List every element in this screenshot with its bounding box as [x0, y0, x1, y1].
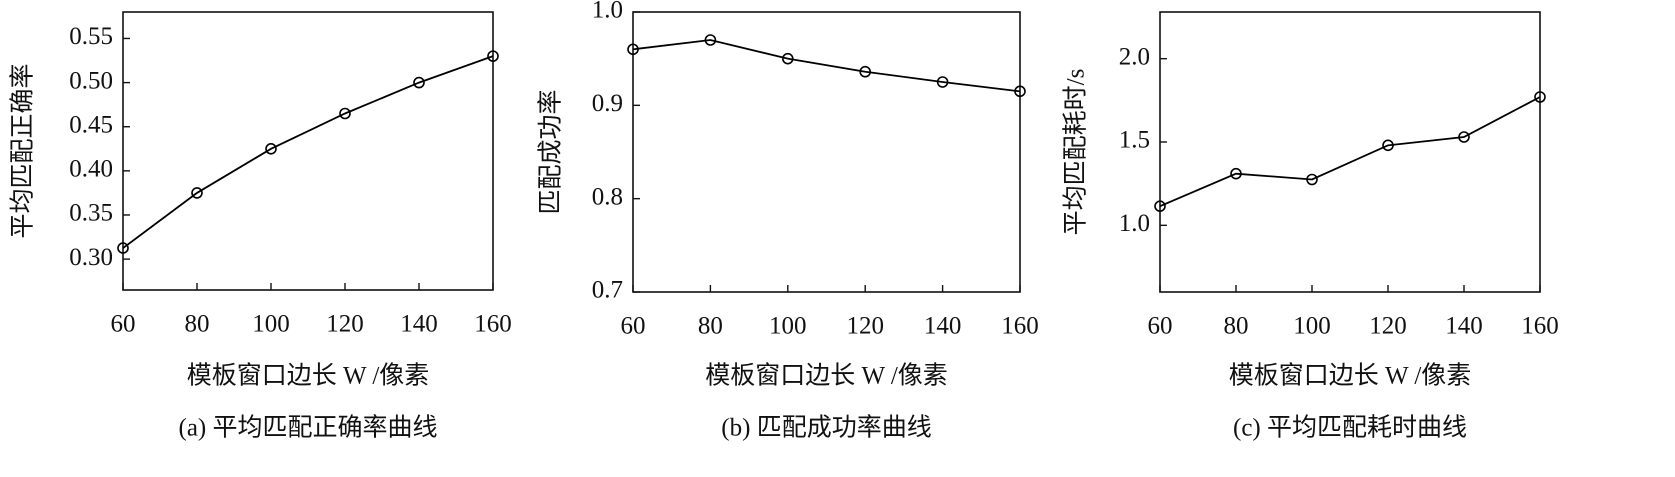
- subplot: 0.30 0.35 0.40 0.45 0.50 0.55 60 80 100 120 140 160…: [9, 11, 512, 442]
- x-tick-label: 140: [1445, 313, 1483, 340]
- data-line: [1159, 96, 1541, 207]
- plot-frame: [122, 11, 494, 291]
- plot-frame: [632, 11, 1021, 293]
- y-tick-label: 0.8: [592, 183, 623, 210]
- data-point: [859, 65, 872, 78]
- subplot: 0.7 0.8 0.9 1.0 60 80 100 120 140 160 匹配成功率模板窗口边长 …: [537, 0, 1039, 442]
- x-tick-label: 160: [1521, 313, 1559, 340]
- caption: (b) 匹配成功率曲线: [721, 414, 931, 442]
- subplot: 1.0 1.5 2.0 60 80 100 120 140 160 平均匹配耗时/s 模板窗口边长 …: [1062, 11, 1559, 442]
- data-point: [936, 76, 949, 88]
- data-point: [781, 52, 794, 65]
- x-tick-label: 100: [1293, 313, 1331, 340]
- data-point: [1382, 139, 1394, 152]
- y-tick-label: 0.35: [69, 200, 113, 227]
- data-line: [632, 39, 1021, 93]
- x-axis-label: 模板窗口边长 W /像素: [187, 362, 430, 390]
- data-point: [1306, 173, 1318, 186]
- x-tick-label: 120: [1369, 313, 1407, 340]
- data-point: [191, 187, 203, 199]
- y-tick-label: 0.45: [69, 111, 113, 138]
- caption: (a) 平均匹配正确率曲线: [179, 414, 438, 442]
- x-tick-label: 60: [621, 313, 646, 340]
- y-tick-label: 1.0: [592, 0, 623, 24]
- y-tick-label: 0.30: [69, 244, 113, 271]
- x-tick-label: 120: [846, 313, 884, 340]
- data-point: [1014, 85, 1026, 98]
- x-axis-label: 模板窗口边长 W /像素: [1229, 362, 1472, 390]
- data-point: [1154, 200, 1166, 212]
- x-tick-label: 160: [1001, 313, 1039, 340]
- x-axis-label: 模板窗口边长 W /像素: [705, 362, 948, 390]
- data-line: [122, 55, 494, 249]
- y-tick-label: 0.55: [69, 23, 113, 50]
- x-tick-label: 140: [400, 311, 438, 338]
- data-point: [1230, 167, 1242, 180]
- data-point: [339, 107, 351, 120]
- plot-frame: [1159, 11, 1541, 293]
- data-point: [1534, 91, 1546, 103]
- data-point: [487, 50, 499, 62]
- y-tick-label: 1.0: [1119, 210, 1150, 237]
- y-tick-label: 0.40: [69, 156, 113, 183]
- data-point: [265, 142, 277, 155]
- x-tick-label: 100: [769, 313, 807, 340]
- y-axis-label: 平均匹配耗时/s: [1062, 69, 1090, 236]
- x-tick-label: 60: [111, 311, 136, 338]
- y-tick-label: 0.9: [592, 90, 623, 117]
- x-tick-label: 80: [185, 311, 210, 338]
- x-tick-label: 160: [474, 311, 512, 338]
- data-point: [1458, 131, 1470, 143]
- x-tick-label: 80: [698, 313, 723, 340]
- x-tick-label: 60: [1148, 313, 1173, 340]
- y-tick-label: 0.7: [592, 277, 623, 304]
- data-point: [117, 242, 129, 254]
- x-tick-label: 140: [924, 313, 962, 340]
- x-tick-label: 120: [326, 311, 364, 338]
- data-point: [704, 34, 717, 46]
- y-tick-label: 2.0: [1119, 43, 1150, 70]
- x-tick-label: 100: [252, 311, 290, 338]
- data-point: [627, 43, 639, 56]
- y-axis-label: 平均匹配正确率: [9, 63, 37, 238]
- data-point: [413, 76, 425, 89]
- x-tick-label: 80: [1224, 313, 1249, 340]
- y-tick-label: 0.50: [69, 67, 113, 94]
- y-tick-label: 1.5: [1119, 127, 1150, 154]
- y-axis-label: 匹配成功率: [537, 89, 565, 214]
- caption: (c) 平均匹配耗时曲线: [1233, 414, 1467, 442]
